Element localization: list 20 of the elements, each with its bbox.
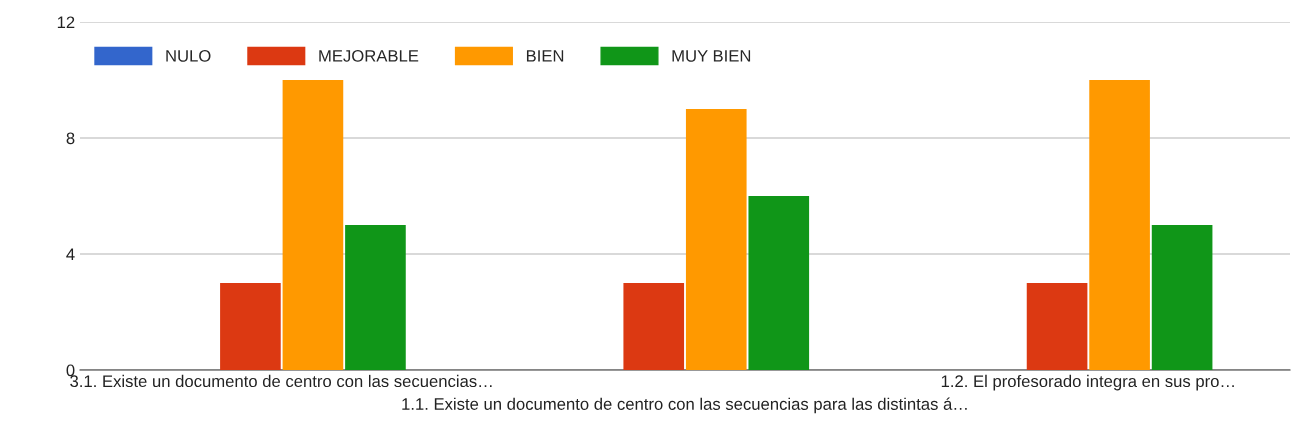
legend-label: MEJORABLE	[319, 49, 419, 62]
y-tick-label: 0	[66, 364, 75, 377]
bar	[220, 283, 281, 370]
bar	[1089, 80, 1150, 370]
bar	[685, 109, 747, 370]
legend-label: BIEN	[526, 50, 564, 62]
x-tick-label: 1.2. El profesorado integra en sus pro…	[941, 374, 1234, 391]
bar	[1151, 225, 1213, 370]
bar	[345, 225, 406, 370]
bar	[623, 283, 685, 370]
x-tick-label: 3.1. Existe un documento de centro con las secuencias…	[70, 374, 492, 388]
bar	[748, 196, 810, 370]
y-tick-label: 4	[66, 248, 75, 261]
x-tick-label: 1.1. Existe un documento de centro con las secuencias para las distintas á…	[402, 397, 967, 414]
y-tick-label: 8	[66, 132, 75, 145]
y-tick-label: 12	[57, 16, 75, 29]
bar	[1026, 283, 1088, 370]
legend-label: NULO	[166, 49, 211, 62]
legend-label: MUY BIEN	[672, 50, 751, 62]
bar	[282, 80, 344, 370]
